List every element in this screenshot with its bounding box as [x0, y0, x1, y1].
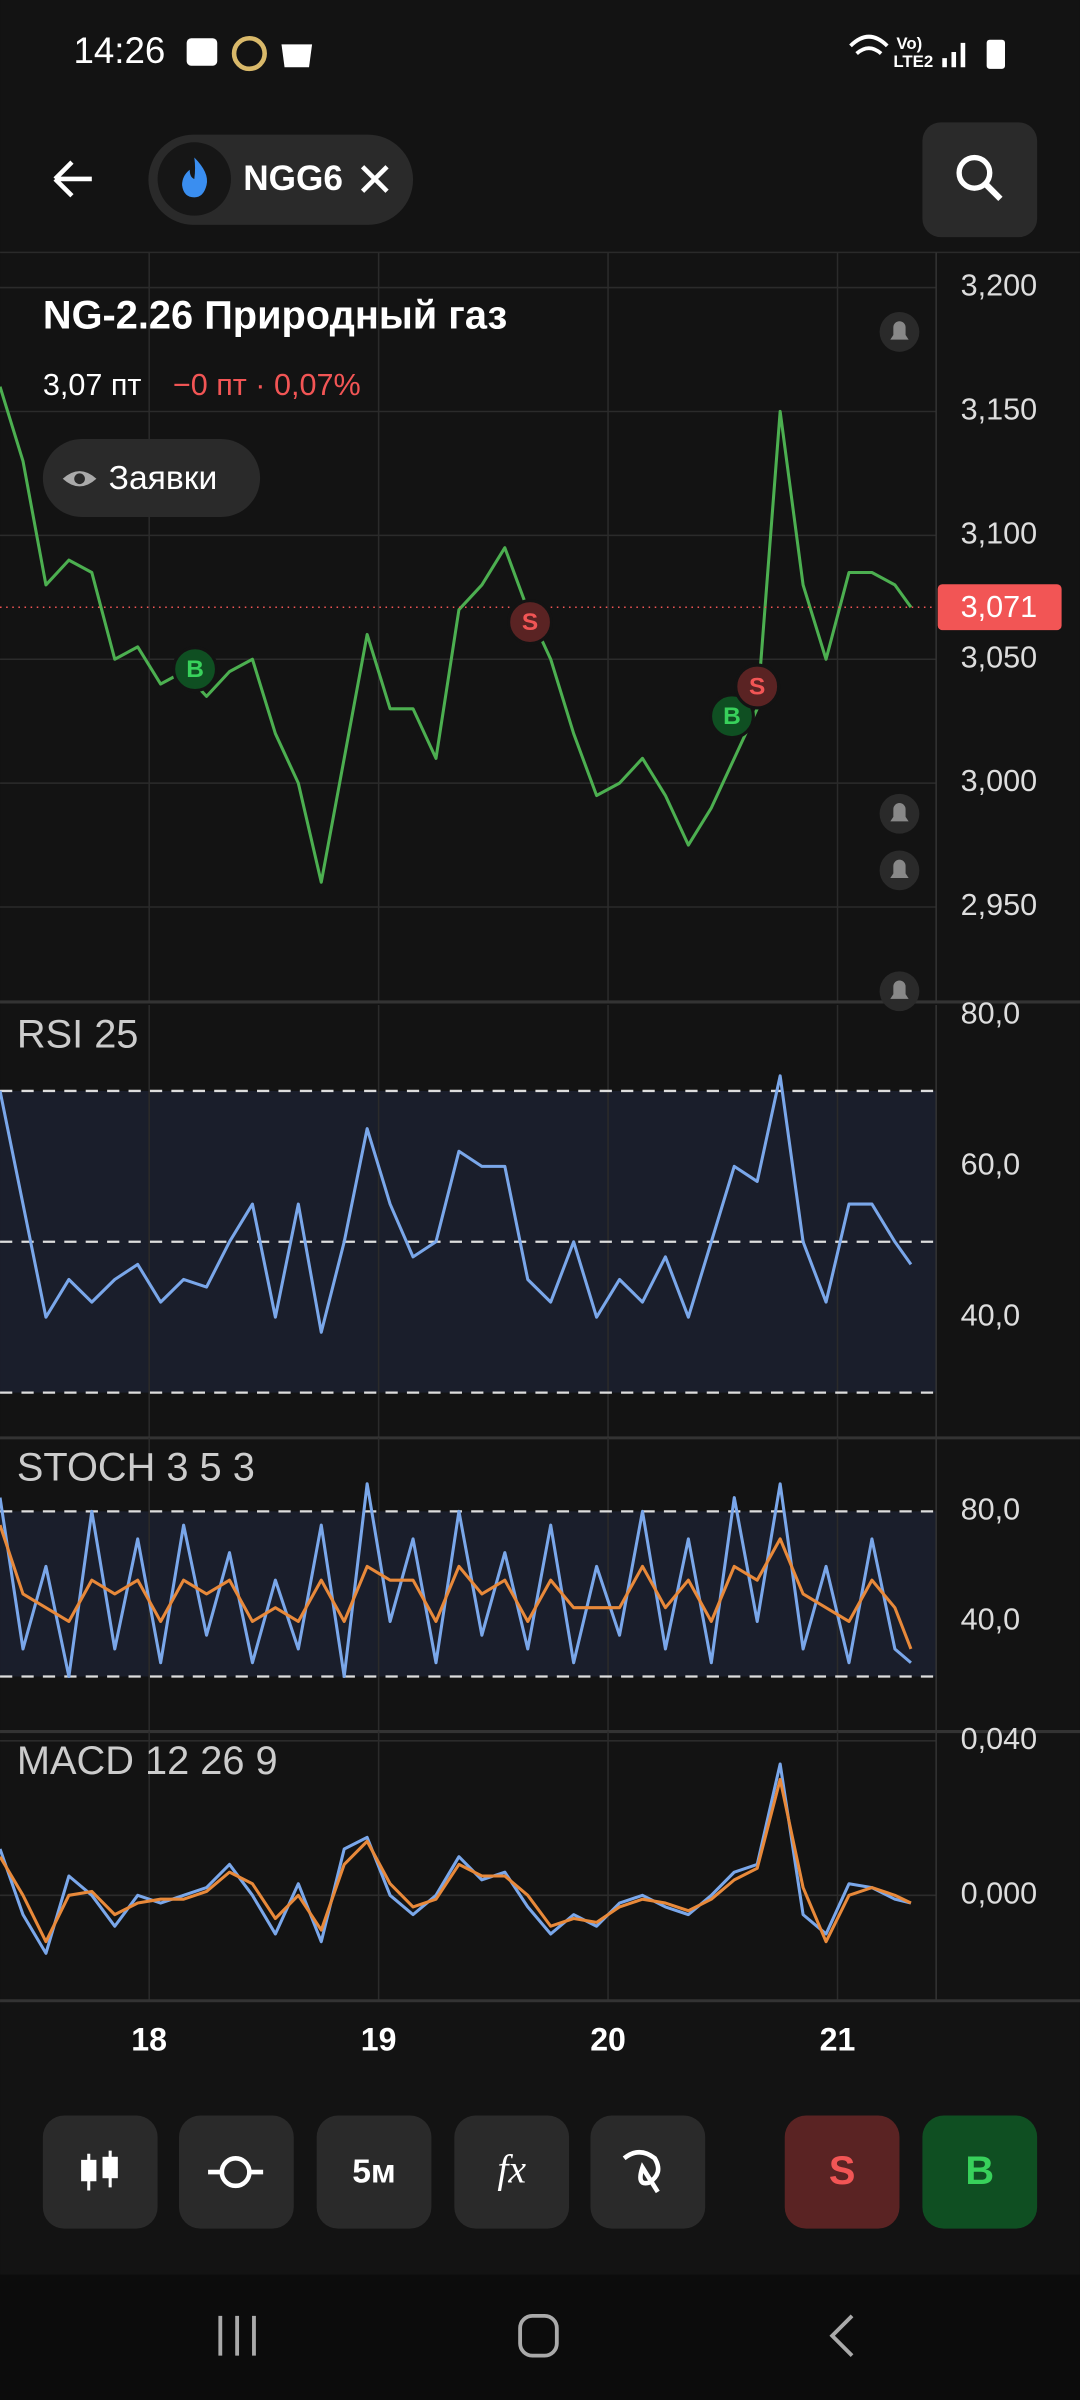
trade-marker-label: B [723, 703, 741, 730]
trade-marker [507, 599, 554, 646]
series-line [0, 1074, 913, 1334]
series-line [0, 386, 913, 884]
signal-icon [942, 42, 966, 68]
search-icon-handle [982, 181, 1003, 202]
interval-button[interactable] [316, 2115, 432, 2229]
home-button[interactable] [518, 2313, 559, 2358]
y-tick-label: 3,150 [961, 393, 1038, 427]
y-tick-label: 80,0 [961, 1492, 1021, 1526]
recents-button[interactable] [218, 2315, 256, 2356]
search-button[interactable] [922, 122, 1038, 238]
alert-bells [879, 312, 920, 1012]
trade-marker-label: S [749, 673, 765, 700]
indicator-title: MACD 12 26 9 [17, 1739, 278, 1783]
series-line [0, 1482, 912, 1679]
shop-icon [281, 44, 313, 68]
buy-button[interactable] [922, 2115, 1038, 2229]
x-tick-label: 21 [820, 2022, 856, 2058]
trade-marker-label: B [186, 656, 204, 683]
battery-icon [986, 39, 1006, 69]
indicator-title: STOCH 3 5 3 [17, 1445, 255, 1489]
y-tick-label: 40,0 [961, 1603, 1021, 1637]
last-price-label: 3,071 [961, 590, 1038, 624]
candle-icon [81, 2159, 97, 2182]
y-tick-label: 80,0 [961, 997, 1021, 1031]
back-nav-button[interactable] [829, 2314, 854, 2357]
back-button[interactable] [53, 160, 92, 198]
y-tick-label: 3,100 [961, 516, 1038, 550]
trade-marker-label: S [522, 609, 538, 636]
chart-title: NG-2.26 Природный газ [43, 294, 507, 338]
candle-icon [102, 2156, 118, 2179]
app-icon [231, 35, 267, 72]
bell-icon [890, 980, 909, 999]
y-tick-label: 2,950 [961, 888, 1038, 922]
drawing-icon [622, 2149, 661, 2194]
charts: 3,200 3,150 3,100 3,050 3,000 2,950 NG-2.26 Пр… [0, 252, 1080, 2058]
y-tick-label: 40,0 [961, 1298, 1021, 1332]
network-label: Vo) [896, 34, 922, 53]
quote-change: −0 пт · 0,07% [173, 368, 361, 402]
indicator-title: RSI 25 [17, 1013, 139, 1057]
bell-icon [890, 803, 909, 822]
bell-icon [890, 321, 909, 340]
indicators-label: fx [497, 2148, 526, 2192]
series-line [0, 1777, 912, 1944]
series-line [0, 1524, 913, 1650]
sell-label: S [829, 2149, 856, 2193]
bell-icon [890, 859, 909, 879]
close-ticker[interactable] [360, 165, 389, 193]
orders-button[interactable] [42, 439, 261, 518]
y-tick-label: 0,000 [961, 1876, 1038, 1910]
trade-marker [709, 693, 755, 740]
x-tick-label: 19 [361, 2022, 397, 2058]
trade-marker [172, 646, 219, 693]
nav-bar [0, 2274, 1080, 2400]
gallery-icon [186, 38, 218, 66]
x-tick-label: 20 [590, 2022, 626, 2058]
y-tick-label: 60,0 [961, 1147, 1021, 1181]
network-type: LTE2 [893, 52, 933, 71]
interval-label: 5м [352, 2154, 396, 2191]
ticker-label: NGG6 [243, 159, 343, 198]
eye-pupil [74, 473, 85, 485]
last-price-box [937, 584, 1062, 631]
orders-label: Заявки [109, 460, 218, 497]
gas-icon [182, 157, 208, 198]
search-icon [956, 154, 993, 191]
status-time: 14:26 [73, 30, 165, 71]
y-tick-label: 3,000 [961, 764, 1038, 798]
line-tool-icon [219, 2156, 252, 2189]
indicators-button[interactable] [454, 2115, 570, 2229]
chart-type-button[interactable] [42, 2115, 158, 2229]
trade-marker [734, 663, 781, 710]
x-tick-label: 18 [131, 2022, 167, 2058]
y-tick-label: 0,040 [961, 1722, 1038, 1756]
y-tick-label: 3,200 [961, 269, 1038, 303]
buy-label: B [965, 2149, 994, 2193]
sell-button[interactable] [784, 2115, 900, 2229]
y-tick-label: 3,050 [961, 640, 1038, 674]
wifi-icon [849, 34, 889, 56]
quote-price: 3,07 пт [43, 368, 142, 402]
